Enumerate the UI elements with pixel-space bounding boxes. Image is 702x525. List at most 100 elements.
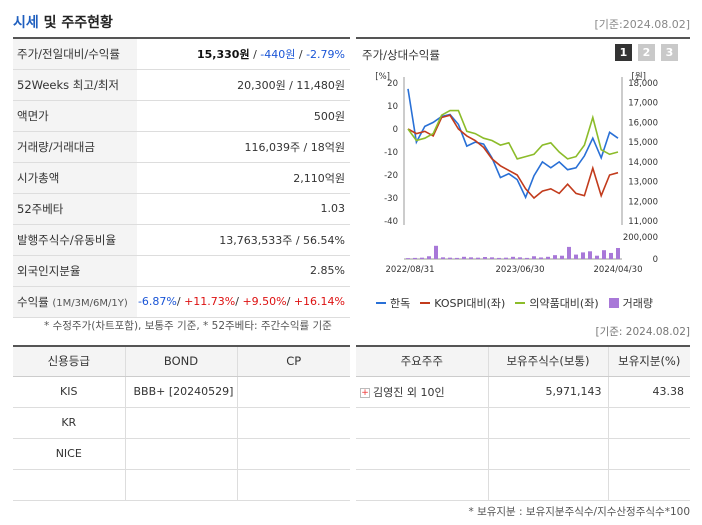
x-tick-label: 2024/04/30 (594, 265, 643, 275)
price-info-table: 주가/전일대비/수익률 15,330원 / -440원 / -2.79% 52W… (13, 37, 350, 318)
expand-icon[interactable]: + (360, 387, 370, 398)
volume-bar (427, 256, 431, 259)
volume-tick-label: 200,000 (623, 233, 658, 243)
volume-bar (539, 257, 543, 259)
y-right-tick-label: 18,000 (628, 79, 658, 89)
volume-bar (532, 256, 536, 259)
return-1m: -6.87% (137, 295, 177, 308)
row-value: 116,039주 / 18억원 (137, 131, 350, 163)
volume-bar (483, 257, 487, 259)
table-row: 시가총액 2,110억원 (13, 162, 350, 194)
cell-pct: 43.38 (607, 376, 690, 408)
title-rest: 및 주주현황 (38, 15, 113, 31)
row-label: 52Weeks 최고/최저 (13, 69, 137, 101)
period-tab-2[interactable]: 2 (638, 44, 655, 61)
legend-item: 의약품대비(좌) (515, 295, 599, 311)
return-1y: +16.14% (293, 295, 345, 308)
y-right-tick-label: 13,000 (628, 178, 658, 188)
table-row: 거래량/거래대금 116,039주 / 18억원 (13, 131, 350, 163)
legend-swatch-line (420, 302, 431, 304)
volume-bar (518, 257, 522, 259)
volume-bar (525, 257, 529, 259)
legend-item: 거래량 (608, 295, 654, 311)
table-row: NICE (13, 438, 350, 470)
major-shareholders-table: 주요주주 보유주식수(보통) 보유지분(%) + 김영진 외 10인 5,971,… (356, 345, 690, 501)
series-line (407, 114, 619, 200)
separator: / (249, 47, 261, 61)
volume-bar (553, 255, 557, 259)
title-main: 시세 (13, 15, 39, 31)
table-row: 수익률 (1M/3M/6M/1Y) -6.87%/ +11.73%/ +9.50… (13, 286, 350, 318)
cell-bond (124, 438, 237, 470)
y-right-tick-label: 15,000 (628, 138, 658, 148)
table-header-row: 신용등급 BOND CP (13, 346, 350, 377)
row-value: 2.85% (137, 255, 350, 287)
chart-panel: 주가/상대수익률 1 2 3 [%] [원] 20 10 0 -10 -20 -30 -40 18… (356, 37, 690, 313)
table-row: KR (13, 407, 350, 439)
volume-bar (546, 256, 550, 259)
row-label: 발행주식수/유동비율 (13, 224, 137, 256)
col-header: 보유주식수(보통) (487, 346, 608, 377)
y-left-tick-label: -20 (384, 171, 398, 181)
series-line (407, 109, 619, 160)
cell-cp (236, 376, 350, 408)
legend-item: KOSPI대비(좌) (420, 295, 505, 311)
period-tab-3[interactable]: 3 (661, 44, 678, 61)
col-header: 신용등급 (13, 346, 125, 377)
x-tick-label: 2022/08/31 (386, 265, 435, 275)
legend-label: 거래량 (622, 297, 654, 310)
volume-bar (413, 257, 417, 259)
cell-pct (607, 438, 690, 470)
volume-bar (602, 250, 606, 259)
row-value: 2,110억원 (137, 162, 350, 194)
volume-bar (511, 256, 515, 259)
y-left-tick-label: 20 (387, 79, 398, 89)
volume-bar (609, 252, 613, 259)
volume-bar (497, 257, 501, 259)
cell-shares (487, 407, 608, 439)
holder-name[interactable]: 김영진 외 10인 (373, 385, 445, 399)
credit-rating-table: 신용등급 BOND CP KIS BBB+ [20240529] KR NICE (13, 345, 350, 501)
y-left-tick-label: -10 (384, 148, 398, 158)
cell-agency: KR (13, 407, 125, 439)
y-left-tick-label: -30 (384, 194, 398, 204)
col-header: 보유지분(%) (607, 346, 690, 377)
cell-agency: KIS (13, 376, 125, 408)
table-row (13, 469, 350, 501)
volume-bar (504, 257, 508, 259)
row-value: 13,763,533주 / 56.54% (137, 224, 350, 256)
volume-bar (462, 256, 466, 259)
chart-legend: 한독 KOSPI대비(좌) 의약품대비(좌) 거래량 (376, 295, 653, 311)
y-left-tick-label: 0 (393, 125, 398, 135)
legend-swatch-bar (608, 298, 619, 308)
table-row (356, 407, 690, 439)
footnote-top: * 수정주가(차트포함), 보통주 기준, * 52주베타: 주간수익률 기준 (44, 320, 332, 332)
col-header: BOND (124, 346, 237, 377)
base-date-2: [기준: 2024.08.02] (595, 326, 690, 338)
cell-holder (356, 407, 488, 439)
table-row: + 김영진 외 10인 5,971,143 43.38 (356, 376, 690, 408)
legend-swatch-line (515, 302, 526, 304)
cell-cp (236, 438, 350, 470)
row-label: 시가총액 (13, 162, 137, 194)
relative-return-chart: [%] [원] 20 10 0 -10 -20 -30 -40 18,000 17,000 16,00… (375, 72, 658, 275)
volume-bar (434, 245, 438, 259)
cell-cp (236, 407, 350, 439)
table-row: KIS BBB+ [20240529] (13, 376, 350, 408)
cell-agency (13, 469, 125, 501)
table-row: 발행주식수/유동비율 13,763,533주 / 56.54% (13, 224, 350, 256)
returns-value: -6.87%/ +11.73%/ +9.50%/ +16.14% (137, 286, 350, 318)
returns-label-sub: (1M/3M/6M/1Y) (52, 297, 128, 309)
table-row (356, 469, 690, 501)
right-unit-label: [원] (632, 72, 646, 82)
volume-bar (420, 257, 424, 259)
volume-bar (567, 246, 571, 259)
cell-pct (607, 407, 690, 439)
volume-bar (448, 257, 452, 259)
return-3m: +11.73% (184, 295, 236, 308)
period-tab-1[interactable]: 1 (615, 44, 632, 61)
volume-bar (574, 254, 578, 259)
legend-label: 의약품대비(좌) (529, 297, 599, 310)
cell-holder (356, 469, 488, 501)
price-rate: -2.79% (306, 47, 345, 61)
